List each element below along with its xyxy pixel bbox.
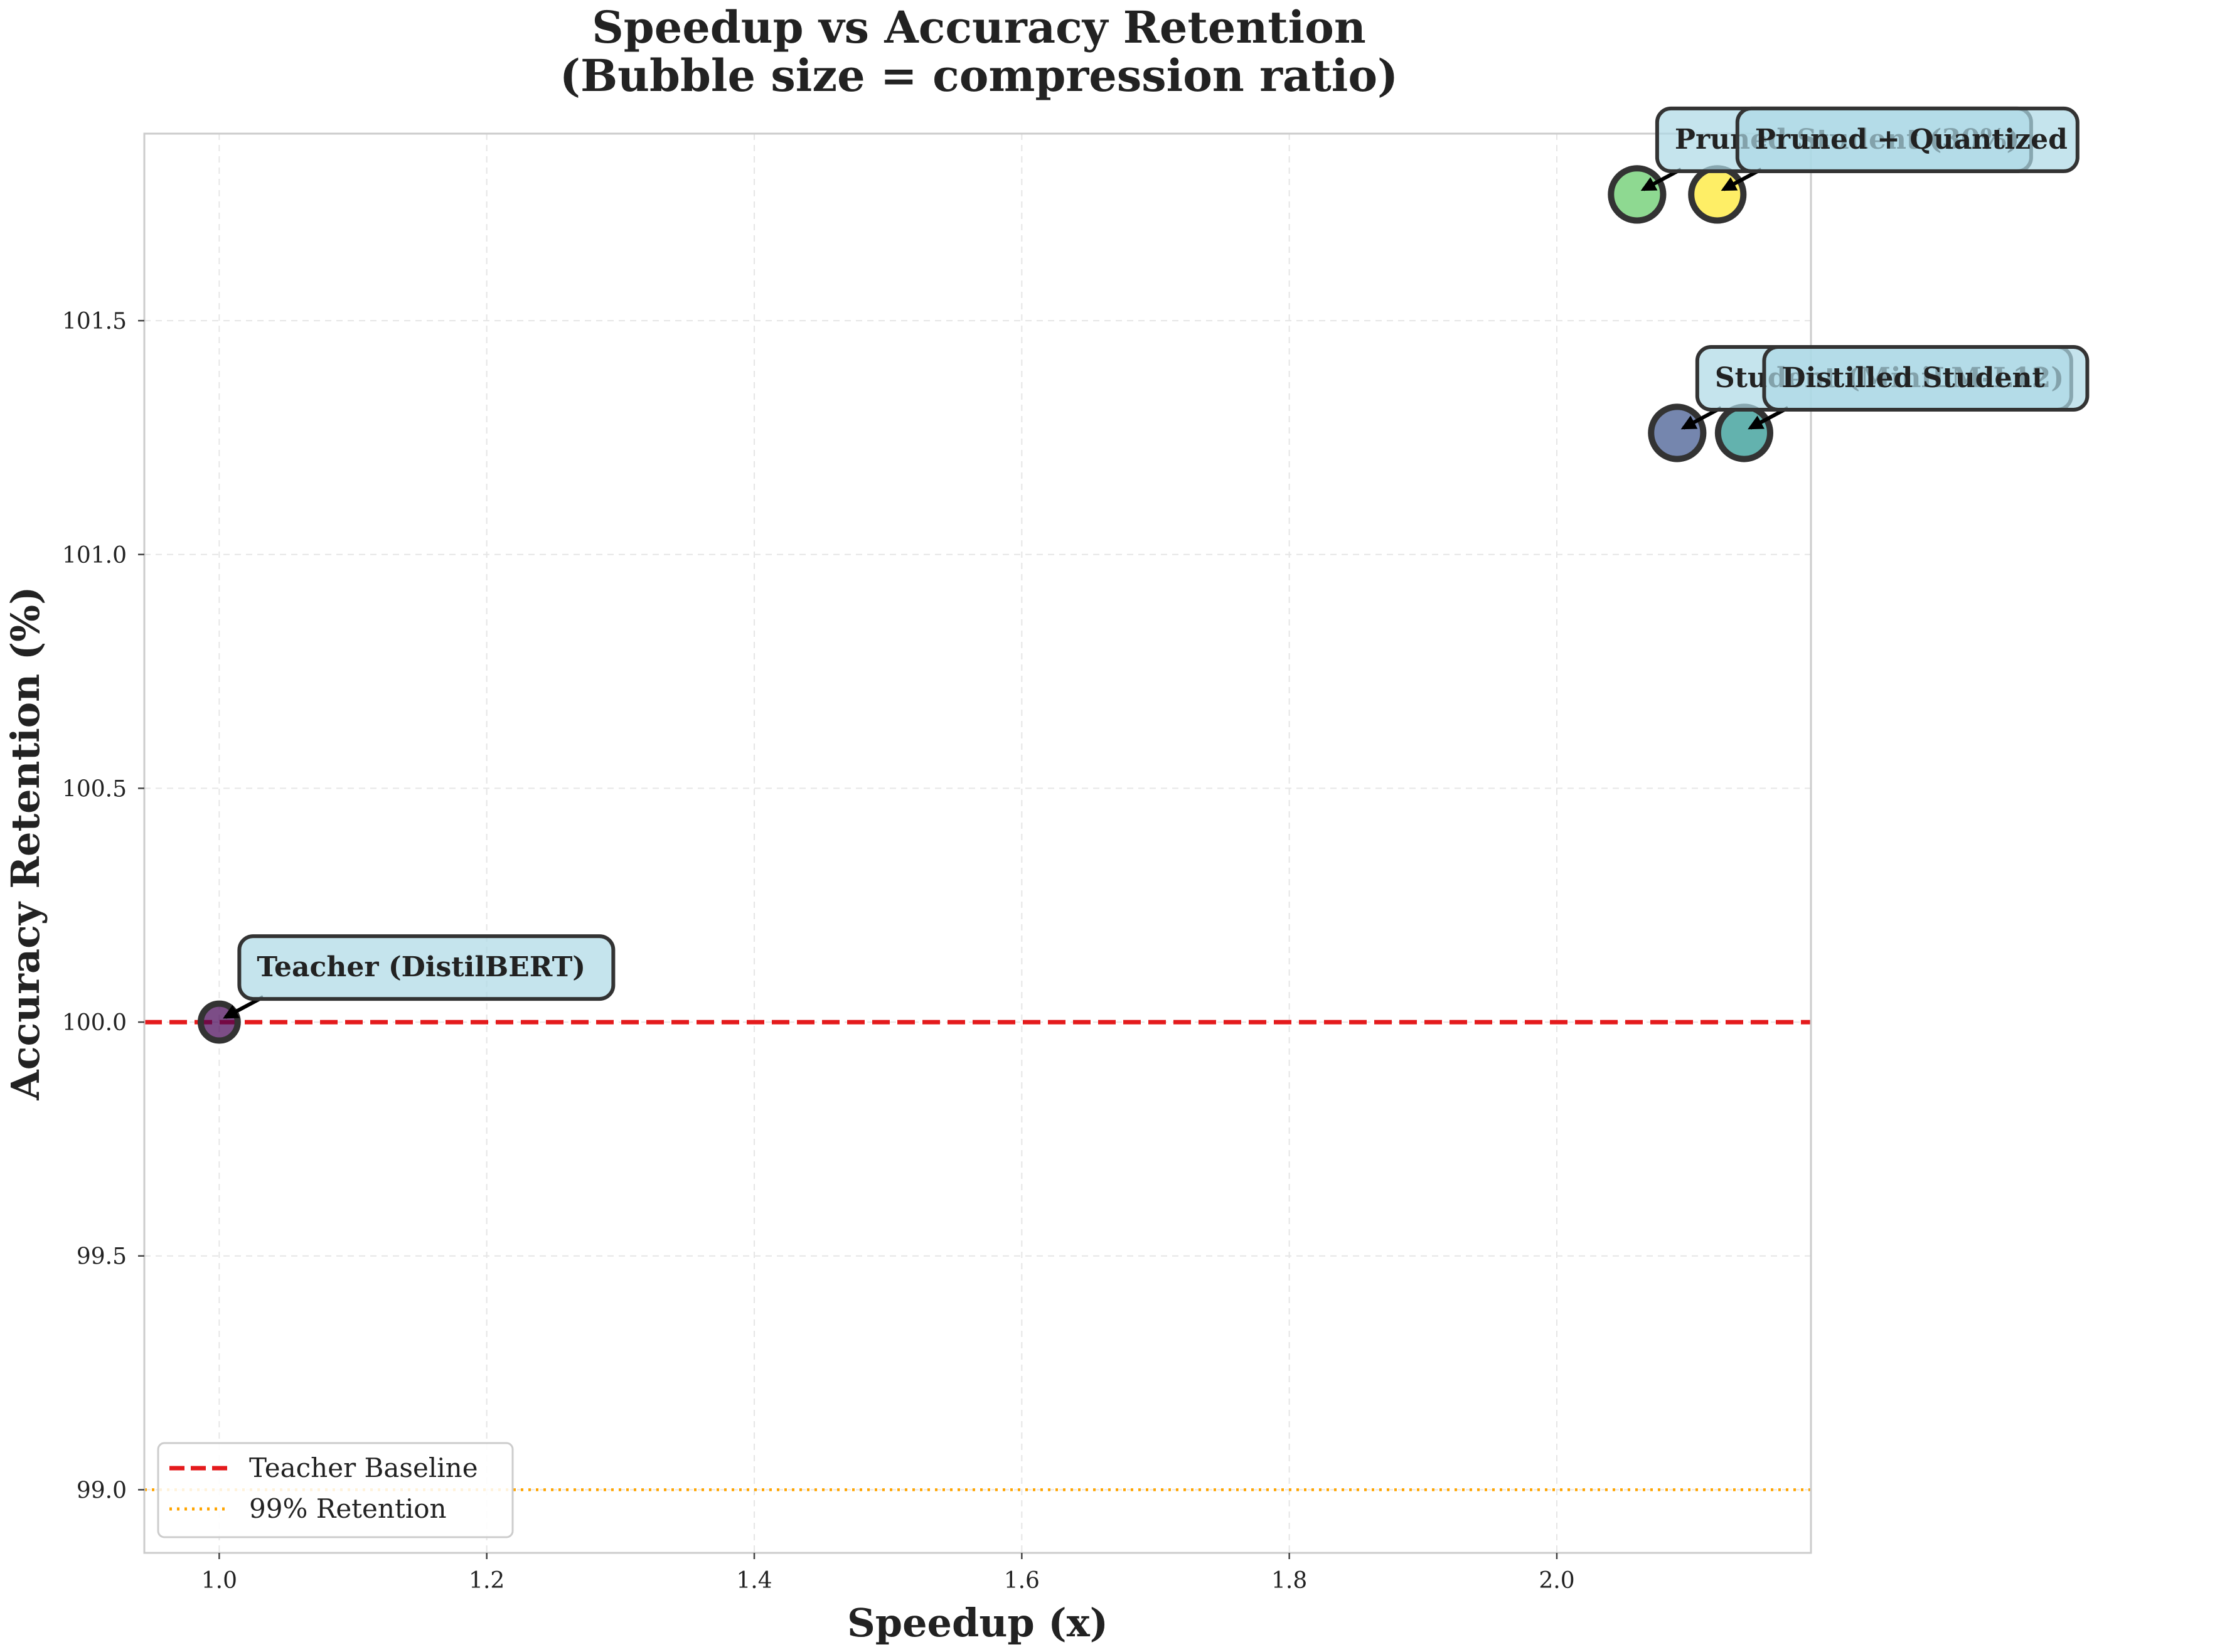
legend: Teacher Baseline 99% Retention — [157, 1442, 514, 1538]
annotation-label: Teacher (DistilBERT) — [257, 951, 585, 983]
annotation-label: Distilled Student — [1781, 362, 2045, 394]
y-tick-label: 100.0 — [62, 1010, 127, 1036]
legend-label-99-retention: 99% Retention — [249, 1493, 447, 1524]
y-tick-label: 101.5 — [62, 309, 127, 334]
chart-title: Speedup vs Accuracy Retention — [592, 1, 1366, 53]
y-tick-label: 99.0 — [77, 1478, 127, 1503]
x-axis-label: Speedup (x) — [847, 1600, 1108, 1646]
chart-subtitle: (Bubble size = compression ratio) — [560, 50, 1398, 102]
grid — [144, 134, 1811, 1553]
annotation-box — [1762, 344, 2090, 412]
annotation-distilled-student: Distilled Student — [1748, 344, 2090, 430]
legend-box — [157, 1442, 514, 1538]
data-point-student-minilm-l12 — [1648, 403, 1707, 462]
annotation-label: Pruned + Quantized — [1755, 124, 2068, 156]
x-tick-label: 1.4 — [736, 1568, 772, 1594]
data-point-teacher-distilbert — [197, 1000, 241, 1044]
legend-label-teacher-baseline: Teacher Baseline — [249, 1452, 478, 1483]
y-axis-label: Accuracy Retention (%) — [3, 587, 48, 1101]
x-tick-label: 1.6 — [1004, 1568, 1040, 1594]
annotation-box — [1735, 106, 2080, 173]
annotation-teacher-distilbert: Teacher (DistilBERT) — [223, 934, 616, 1019]
x-tick-label: 2.0 — [1539, 1568, 1574, 1594]
data-point-pruned-quantized — [1688, 165, 1747, 224]
x-tick-label: 1.2 — [469, 1568, 505, 1594]
y-tick-label: 101.0 — [62, 543, 127, 568]
annotation-box — [237, 934, 616, 1001]
annotations: Teacher (DistilBERT)Student (MiniLM-L12)… — [223, 106, 2090, 1019]
x-tick-label: 1.8 — [1271, 1568, 1307, 1594]
y-tick-label: 99.5 — [77, 1244, 127, 1270]
axis-ticks: 1.0 1.2 1.4 1.6 1.8 2.0 99.0 99.5 100.0 100.5 101.… — [62, 309, 1575, 1594]
data-points — [197, 165, 1773, 1044]
plot-frame — [143, 132, 1812, 1554]
y-tick-label: 100.5 — [62, 776, 127, 802]
x-tick-label: 1.0 — [201, 1568, 237, 1594]
data-point-pruned-student-30 — [1608, 165, 1667, 224]
data-point-distilled-student — [1714, 403, 1773, 462]
reference-lines — [144, 1020, 1811, 1491]
annotation-pruned-quantized: Pruned + Quantized — [1721, 106, 2080, 191]
